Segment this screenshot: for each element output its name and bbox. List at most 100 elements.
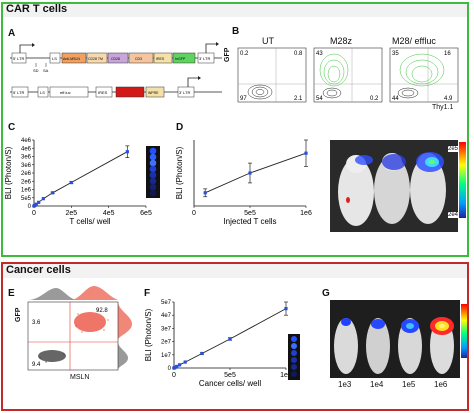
q1-tr: 0.8 [294, 51, 303, 57]
c1-promoter-arrow-1 [19, 44, 32, 53]
q3-tr: 16 [444, 51, 451, 57]
panel-b-flow-plots: 0.2 0.8 97 2.1 43 54 0.2 35 16 44 4.9 [237, 47, 459, 103]
c-ytick-label-8: 4e6 [21, 138, 32, 144]
f-ytick-label-5: 5e7 [161, 300, 172, 306]
f-point-5 [178, 363, 182, 367]
q1-br: 2.1 [294, 96, 303, 102]
car-colorbar-bottom-label: 2e4 [448, 212, 459, 218]
f-ytick-label-0: 0 [168, 366, 172, 372]
car-section-title: CAR T cells [6, 3, 68, 15]
e-hist-right-red [118, 302, 132, 340]
m28z-contour [319, 53, 349, 87]
c1-sa: SA [43, 68, 49, 73]
c2-label-ls: LS [40, 90, 45, 95]
e-q-tl: 3.6 [32, 320, 41, 326]
c2-ires [95, 86, 113, 98]
c2-wpre [145, 86, 165, 98]
c1-promoter-arrowhead-1 [32, 43, 35, 47]
f-ytick-label-2: 2e7 [161, 340, 172, 346]
panel-d-chart: 0 5e5 1e6 Injected T cells BLI (Photon/S) [175, 139, 312, 226]
d-series-line [205, 152, 307, 194]
mouse-label-1e3: 1e3 [338, 380, 352, 389]
ut-contour [247, 84, 273, 100]
d-xlabel: Injected T cells [223, 217, 276, 226]
panel-e-letter: E [8, 288, 15, 299]
q3-br: 4.9 [444, 96, 453, 102]
c2-ltr3 [177, 86, 195, 98]
panel-c-letter: C [8, 122, 16, 133]
car-section [1, 2, 469, 257]
c2-ltr5 [11, 86, 29, 98]
c-point-8 [125, 150, 129, 154]
panel-f-letter: F [144, 288, 151, 299]
c2-label-effluc: eff.luc [60, 90, 71, 95]
panel-f-well-strip [288, 334, 300, 380]
cancer-section-title: Cancer cells [6, 264, 71, 276]
m28z-contour-neg [322, 87, 342, 99]
f-xtick-label-0: 0 [172, 372, 176, 379]
car-mice-bli-image [330, 140, 458, 232]
q3-tl: 35 [392, 51, 399, 57]
d-point-1 [248, 171, 252, 175]
q2-bl: 54 [316, 96, 323, 102]
c1-label-hrgfp: hrGFP [175, 57, 186, 61]
e-red-population [74, 312, 106, 332]
c2-label-ltr5: 5' LTR [13, 90, 24, 95]
c-xtick-label-0: 0 [32, 210, 36, 217]
e-hist-top-red [70, 286, 118, 300]
q1-tl: 0.2 [240, 51, 249, 57]
c2-label-wpre: WPRE [148, 91, 159, 95]
c-ytick-label-5: 3e6 [21, 163, 32, 169]
f-ytick-label-1: 1e7 [161, 353, 172, 359]
c2-promoter-arrow [187, 77, 198, 87]
panel-b-xlabel: Thy1.1 [432, 104, 454, 111]
c1-ltr5 [11, 52, 27, 64]
f-point-7 [200, 351, 204, 356]
c1-cd28tm [86, 52, 108, 64]
c1-label-ires: IRES [156, 57, 165, 61]
panel-a-letter: A [8, 28, 16, 39]
c-ytick-label-6: 3e6 [21, 155, 32, 161]
c-ytick-label-3: 2e6 [21, 179, 32, 185]
e-q-tr: 92.8 [96, 308, 108, 314]
c1-label-antimsln: Anti-MSLN [63, 57, 80, 61]
car-bli-colorbar [459, 142, 466, 218]
e-gray-population [38, 350, 66, 362]
q3-bl: 44 [392, 96, 399, 102]
c2-red-block [115, 86, 145, 98]
panel-c-chart: 0 5e5 1e6 2e6 2e6 3e6 3e6 4e6 4e6 0 2e5 4e5 6e5 T cel… [4, 138, 152, 226]
c-point-6 [51, 191, 55, 195]
c1-ls [49, 52, 61, 64]
panel-b-header-ut: UT [262, 36, 274, 46]
f-point-6 [183, 360, 187, 364]
e-hist-right-gray [118, 342, 128, 370]
c2-effluc [49, 86, 89, 98]
m28effluc-contour-neg [397, 87, 419, 99]
d-xtick-label-2: 1e6 [300, 210, 312, 217]
c-ytick-label-2: 1e6 [21, 188, 32, 194]
c-ytick-label-1: 5e5 [21, 196, 32, 202]
f-point-9 [284, 307, 288, 311]
c-point-4 [37, 200, 41, 204]
q2-br: 0.2 [370, 96, 379, 102]
panel-b-header-m28effluc: M28/ effluc [392, 36, 436, 46]
panel-a-constructs: 5' LTR LS Anti-MSLN CD28 TM CD28 CD3 IRE… [10, 42, 222, 98]
f-point-8 [228, 337, 232, 341]
c1-label-ltr5: 5' LTR [13, 56, 24, 61]
c1-cd28 [107, 52, 129, 64]
cancer-header-bar [3, 264, 467, 278]
e-hist-top-gray [28, 288, 76, 300]
m28effluc-contour [399, 53, 445, 87]
c2-ls [37, 86, 49, 98]
c1-label-cd28: CD28 [111, 57, 120, 61]
mouse-label-1e6: 1e6 [434, 380, 448, 389]
c-ytick-label-0: 0 [28, 204, 32, 210]
f-point-4 [175, 364, 179, 369]
panel-g-letter: G [322, 288, 330, 299]
e-q-bl: 9.4 [32, 362, 41, 368]
d-xtick-label-1: 5e5 [244, 210, 256, 217]
c-xtick-label-2: 4e5 [103, 210, 115, 217]
panel-f-chart: 0 1e7 2e7 3e7 4e7 5e7 0 5e5 1e6 Cancer cells/ wel… [144, 300, 292, 388]
c1-label-ltr3: 3' LTR [199, 56, 210, 61]
cancer-section [1, 262, 469, 411]
